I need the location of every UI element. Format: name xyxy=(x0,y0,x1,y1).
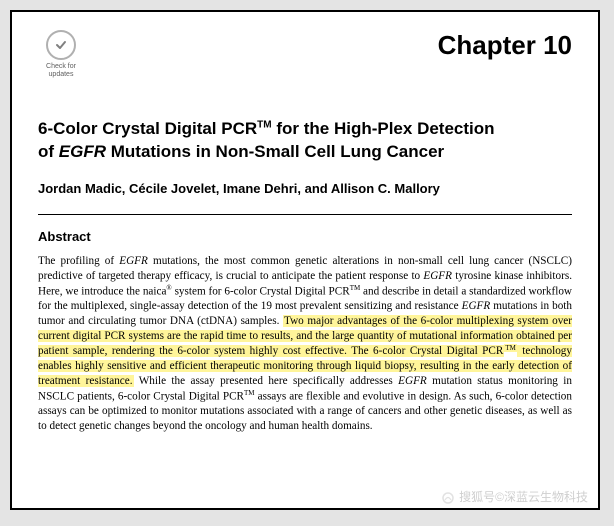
sohu-icon xyxy=(441,491,455,505)
chapter-heading: Chapter 10 xyxy=(438,30,572,61)
abstract-segment: The profiling of xyxy=(38,255,119,267)
section-divider xyxy=(38,214,572,215)
abstract-segment: EGFR xyxy=(462,300,491,312)
check-for-updates-label: Check for updates xyxy=(46,63,76,78)
check-label-line2: updates xyxy=(49,71,74,78)
watermark: 搜狐号©深蓝云生物科技 xyxy=(441,488,588,505)
checkmark-icon xyxy=(46,30,76,60)
abstract-segment: TM xyxy=(504,344,517,352)
abstract-heading: Abstract xyxy=(38,229,572,244)
top-bar: Check for updates Chapter 10 xyxy=(38,30,572,78)
title-line-1: 6-Color Crystal Digital PCRTM for the Hi… xyxy=(38,118,572,140)
abstract-segment: EGFR xyxy=(119,255,148,267)
title-line-2: of EGFR Mutations in Non-Small Cell Lung… xyxy=(38,141,572,163)
abstract-segment: system for 6-color Crystal Digital PCR xyxy=(172,286,350,298)
title-l2-italic: EGFR xyxy=(59,142,106,161)
article-title: 6-Color Crystal Digital PCRTM for the Hi… xyxy=(38,118,572,163)
abstract-segment: While the assay presented here specifica… xyxy=(134,375,399,387)
title-l1-pre: 6-Color Crystal Digital PCR xyxy=(38,119,257,138)
abstract-segment: TM xyxy=(350,284,361,292)
abstract-segment: EGFR xyxy=(423,270,452,282)
check-for-updates-badge[interactable]: Check for updates xyxy=(38,30,84,78)
author-list: Jordan Madic, Cécile Jovelet, Imane Dehr… xyxy=(38,181,572,196)
title-l1-post: for the High-Plex Detection xyxy=(272,119,495,138)
check-label-line1: Check for xyxy=(46,63,76,70)
title-l1-sup: TM xyxy=(257,120,271,131)
abstract-segment: EGFR xyxy=(398,375,427,387)
title-l2-pre: of xyxy=(38,142,59,161)
abstract-text: The profiling of EGFR mutations, the mos… xyxy=(38,254,572,434)
document-page: Check for updates Chapter 10 6-Color Cry… xyxy=(10,10,600,510)
abstract-segment: TM xyxy=(244,389,255,397)
watermark-text: 搜狐号©深蓝云生物科技 xyxy=(459,490,588,504)
title-l2-post: Mutations in Non-Small Cell Lung Cancer xyxy=(106,142,444,161)
